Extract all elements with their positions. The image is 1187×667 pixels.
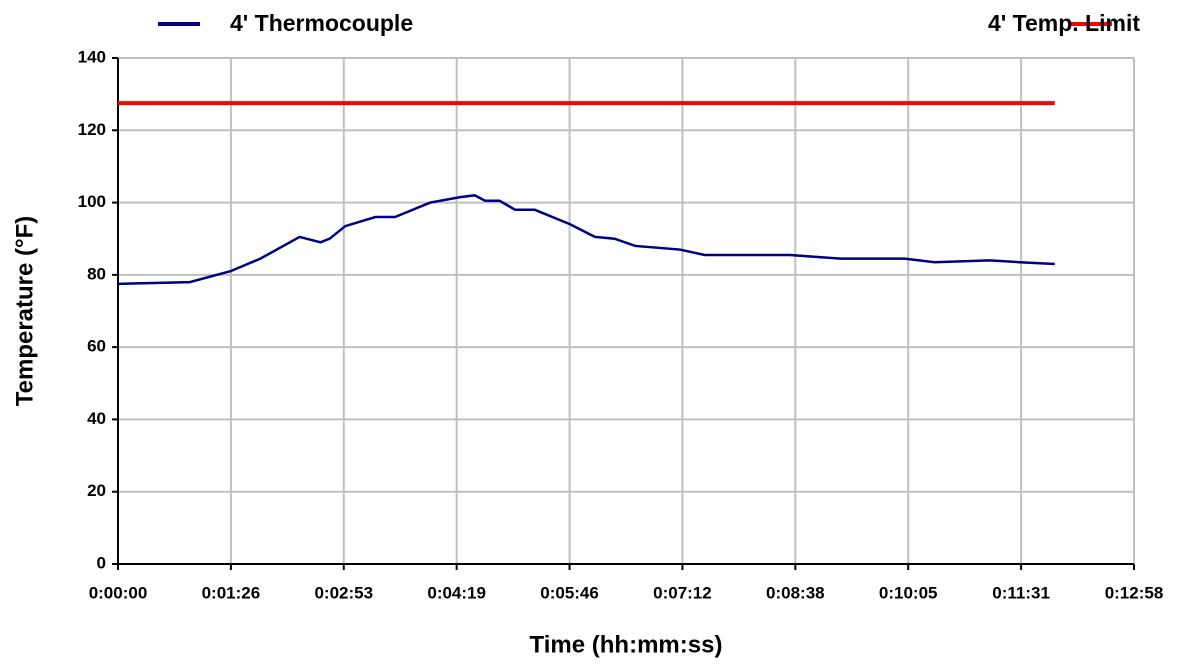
legend-label: 4' Thermocouple (230, 10, 413, 36)
x-tick-label: 0:08:38 (766, 583, 825, 602)
y-tick-label: 80 (87, 264, 106, 283)
x-tick-label: 0:01:26 (202, 583, 261, 602)
x-tick-label: 0:05:46 (540, 583, 599, 602)
y-tick-label: 140 (78, 47, 106, 66)
y-tick-label: 100 (78, 192, 106, 211)
x-tick-label: 0:02:53 (314, 583, 373, 602)
y-tick-label: 0 (97, 553, 106, 572)
legend-label: 4' Temp. Limit (988, 10, 1140, 36)
y-tick-label: 60 (87, 337, 106, 356)
x-axis-title: Time (hh:mm:ss) (530, 631, 723, 658)
y-axis-title: Temperature (°F) (11, 216, 38, 407)
x-tick-label: 0:12:58 (1105, 583, 1164, 602)
x-tick-label: 0:07:12 (653, 583, 712, 602)
x-tick-label: 0:10:05 (879, 583, 938, 602)
data-line (117, 194, 1055, 286)
x-tick-label: 0:11:31 (992, 583, 1050, 602)
y-tick-label: 120 (78, 120, 106, 139)
x-tick-label: 0:04:19 (427, 583, 486, 602)
x-tick-label: 0:00:00 (89, 583, 148, 602)
y-tick-label: 40 (87, 409, 106, 428)
y-tick-label: 20 (87, 481, 106, 500)
